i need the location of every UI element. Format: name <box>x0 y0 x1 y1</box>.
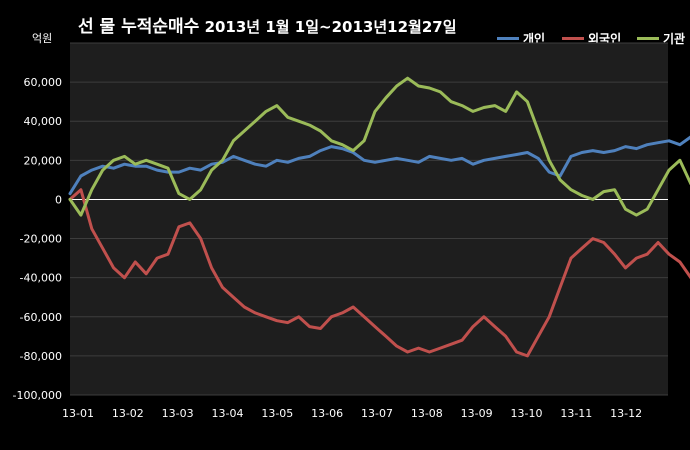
y-axis-unit: 억원 <box>32 32 53 45</box>
x-tick-label: 13-11 <box>560 407 592 420</box>
legend-swatch-individual <box>497 37 519 40</box>
x-tick-label: 13-03 <box>162 407 194 420</box>
legend-label-institution: 기관 <box>663 32 686 46</box>
legend-swatch-institution <box>637 37 659 40</box>
series-line-foreign <box>68 188 690 358</box>
y-tick-label: -80,000 <box>20 350 62 363</box>
plot-area <box>70 43 668 395</box>
legend-swatch-foreign <box>562 37 584 40</box>
y-tick-label: -20,000 <box>20 233 62 246</box>
y-tick-label: -100,000 <box>13 389 62 402</box>
x-tick-label: 13-12 <box>610 407 642 420</box>
x-tick-label: 13-10 <box>511 407 543 420</box>
x-tick-label: 13-02 <box>112 407 144 420</box>
y-tick-label: -40,000 <box>20 272 62 285</box>
x-tick-label: 13-06 <box>311 407 343 420</box>
x-tick-label: 13-07 <box>361 407 393 420</box>
y-tick-label: -60,000 <box>20 311 62 324</box>
y-tick-label: 0 <box>55 193 62 206</box>
x-tick-label: 13-08 <box>411 407 443 420</box>
chart-title: 선 물 누적순매수 2013년 1월 1일~2013년12월27일 <box>78 12 457 37</box>
series-line-institution <box>68 76 690 217</box>
x-tick-label: 13-05 <box>261 407 293 420</box>
x-tick-label: 13-01 <box>62 407 94 420</box>
y-tick-label: 40,000 <box>24 115 63 128</box>
x-tick-label: 13-04 <box>212 407 244 420</box>
x-tick-label: 13-09 <box>461 407 493 420</box>
series-line-individual <box>68 135 690 196</box>
y-tick-label: 60,000 <box>24 76 63 89</box>
chart-title-range: 2013년 1월 1일~2013년12월27일 <box>204 18 457 36</box>
y-tick-label: 20,000 <box>24 154 63 167</box>
chart-title-main: 선 물 누적순매수 <box>78 17 200 37</box>
legend-item-institution: 기관 <box>637 30 685 47</box>
